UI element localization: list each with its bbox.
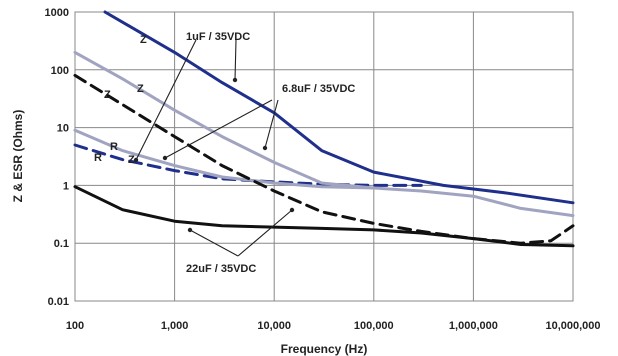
annotation-label: Z (128, 154, 135, 166)
leader-lines (133, 39, 295, 257)
leader-line (189, 229, 239, 257)
x-tick-label: 100,000 (354, 320, 394, 332)
x-tick-label: 100 (66, 320, 84, 332)
y-tick-label: 100 (51, 65, 69, 77)
y-tick-label: 0.1 (54, 238, 69, 250)
tick-labels: 0.01 0.1 1 10 100 1000 100 1,000 10,000 100,000 1,… (45, 7, 601, 332)
annotation-label: Z (140, 34, 147, 46)
leader-arrowhead (289, 207, 295, 213)
series-line-22uf-esr (73, 185, 575, 248)
annotation-label: 1uF / 35VDC (186, 31, 250, 43)
x-tick-label: 10,000,000 (545, 320, 600, 332)
y-tick-label: 0.01 (48, 296, 69, 308)
y-axis-label: Z & ESR (Ohms) (11, 110, 25, 203)
leader-arrowhead (162, 155, 168, 161)
y-tick-label: 10 (57, 123, 69, 135)
annotation-label: Z (104, 89, 111, 101)
series-line-6-8uf-r (73, 128, 376, 190)
annotation-label: 22uF / 35VDC (186, 263, 256, 275)
series-line-6-8uf-z (73, 50, 575, 218)
x-tick-label: 10,000 (257, 320, 291, 332)
y-tick-label: 1000 (45, 7, 69, 19)
leader-arrowhead (187, 227, 193, 233)
plot-area (74, 11, 574, 302)
leader-arrowhead (262, 145, 268, 151)
series-line-22uf-z (73, 73, 575, 245)
x-tick-label: 1,000,000 (449, 320, 498, 332)
x-tick-label: 1,000 (161, 320, 189, 332)
annotation-label: 6.8uF / 35VDC (282, 83, 355, 95)
leader-line (164, 99, 273, 159)
series-line-1uf-z (103, 10, 575, 205)
annotation-label: Z (137, 83, 144, 95)
leader-line (234, 39, 237, 81)
series-group (73, 10, 575, 248)
annotation-label: R (110, 141, 118, 153)
x-axis-label: Frequency (Hz) (281, 342, 368, 356)
leader-line (264, 99, 279, 149)
leader-line (237, 209, 293, 257)
leader-arrowhead (133, 157, 139, 163)
y-tick-label: 1 (63, 180, 69, 192)
annotation-label: R (94, 152, 102, 164)
leader-line (135, 39, 197, 161)
leader-arrowhead (232, 77, 238, 83)
